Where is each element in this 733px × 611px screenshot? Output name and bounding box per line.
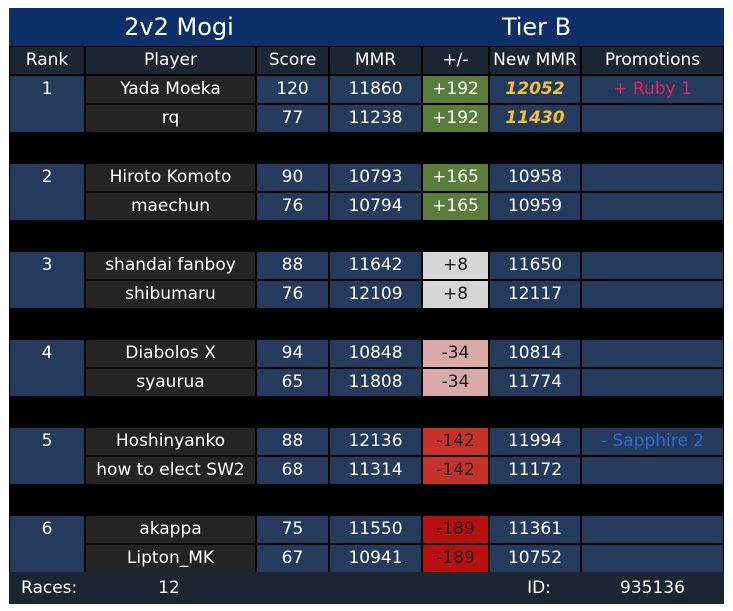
new-mmr-cell: 10752: [489, 544, 581, 573]
footer-bar: [9, 572, 724, 604]
score-cell: 67: [256, 544, 329, 573]
player-name: Hiroto Komoto: [85, 163, 256, 192]
delta-cell: +165: [422, 163, 489, 192]
header-player: Player: [85, 46, 256, 75]
new-mmr-cell: 10959: [489, 192, 581, 221]
promotion-cell: [581, 251, 724, 280]
mogi-format-title: 2v2 Mogi: [124, 13, 234, 41]
new-mmr-cell: 11774: [489, 368, 581, 397]
races-value: 12: [158, 578, 180, 598]
promotion-cell: - Sapphire 2: [581, 427, 724, 456]
delta-cell: -189: [422, 515, 489, 544]
promotion-cell: [581, 515, 724, 544]
mmr-cell: 11314: [329, 456, 422, 485]
player-name: maechun: [85, 192, 256, 221]
score-cell: 75: [256, 515, 329, 544]
player-name: how to elect SW2: [85, 456, 256, 485]
new-mmr-cell: 11650: [489, 251, 581, 280]
player-name: Hoshinyanko: [85, 427, 256, 456]
team-rows: 1 Yada Moeka 120 11860 +192 12052 + Ruby 1 rq 77…: [9, 8, 724, 573]
delta-cell: -142: [422, 427, 489, 456]
rank-cell: 4: [9, 339, 85, 397]
tier-title: Tier B: [501, 13, 572, 41]
new-mmr-cell: 10814: [489, 339, 581, 368]
title-bar: [9, 8, 724, 46]
score-cell: 88: [256, 251, 329, 280]
delta-cell: +192: [422, 104, 489, 133]
mmr-cell: 11860: [329, 75, 422, 104]
mmr-cell: 10848: [329, 339, 422, 368]
header-rank: Rank: [9, 46, 85, 75]
delta-cell: +8: [422, 280, 489, 309]
mmr-cell: 10941: [329, 544, 422, 573]
id-label: ID:: [527, 578, 551, 598]
promotion-cell: [581, 104, 724, 133]
new-mmr-cell: 11994: [489, 427, 581, 456]
mmr-cell: 11808: [329, 368, 422, 397]
delta-cell: -34: [422, 339, 489, 368]
promotion-cell: [581, 280, 724, 309]
player-name: Lipton_MK: [85, 544, 256, 573]
rank-cell: 1: [9, 75, 85, 133]
score-cell: 77: [256, 104, 329, 133]
new-mmr-cell: 12052: [489, 75, 581, 104]
header-new-mmr: New MMR: [489, 46, 581, 75]
delta-cell: -142: [422, 456, 489, 485]
rank-cell: 6: [9, 515, 85, 573]
mmr-cell: 11238: [329, 104, 422, 133]
score-cell: 90: [256, 163, 329, 192]
mmr-cell: 11550: [329, 515, 422, 544]
score-cell: 88: [256, 427, 329, 456]
score-cell: 120: [256, 75, 329, 104]
score-cell: 68: [256, 456, 329, 485]
id-value: 935136: [620, 578, 685, 598]
delta-cell: -34: [422, 368, 489, 397]
header-delta: +/-: [422, 46, 489, 75]
promotion-cell: [581, 456, 724, 485]
new-mmr-cell: 10958: [489, 163, 581, 192]
mmr-cell: 10793: [329, 163, 422, 192]
score-cell: 94: [256, 339, 329, 368]
new-mmr-cell: 11361: [489, 515, 581, 544]
promotion-cell: [581, 544, 724, 573]
mmr-cell: 10794: [329, 192, 422, 221]
score-cell: 76: [256, 280, 329, 309]
delta-cell: -189: [422, 544, 489, 573]
mmr-cell: 11642: [329, 251, 422, 280]
new-mmr-cell: 11430: [489, 104, 581, 133]
races-label: Races:: [21, 578, 78, 598]
rank-cell: 2: [9, 163, 85, 221]
promotion-cell: [581, 163, 724, 192]
rank-cell: 5: [9, 427, 85, 485]
header-promotions: Promotions: [581, 46, 724, 75]
score-cell: 65: [256, 368, 329, 397]
player-name: shibumaru: [85, 280, 256, 309]
results-table: 2v2 Mogi Tier B Rank Player Score MMR +/…: [9, 8, 724, 604]
header-score: Score: [256, 46, 329, 75]
promotion-cell: + Ruby 1: [581, 75, 724, 104]
rank-cell: 3: [9, 251, 85, 309]
player-name: akappa: [85, 515, 256, 544]
promotion-cell: [581, 339, 724, 368]
header-mmr: MMR: [329, 46, 422, 75]
player-name: Diabolos X: [85, 339, 256, 368]
player-name: syaurua: [85, 368, 256, 397]
new-mmr-cell: 12117: [489, 280, 581, 309]
delta-cell: +8: [422, 251, 489, 280]
mmr-cell: 12109: [329, 280, 422, 309]
player-name: Yada Moeka: [85, 75, 256, 104]
player-name: shandai fanboy: [85, 251, 256, 280]
promotion-cell: [581, 368, 724, 397]
promotion-cell: [581, 192, 724, 221]
player-name: rq: [85, 104, 256, 133]
delta-cell: +165: [422, 192, 489, 221]
new-mmr-cell: 11172: [489, 456, 581, 485]
score-cell: 76: [256, 192, 329, 221]
mmr-cell: 12136: [329, 427, 422, 456]
delta-cell: +192: [422, 75, 489, 104]
